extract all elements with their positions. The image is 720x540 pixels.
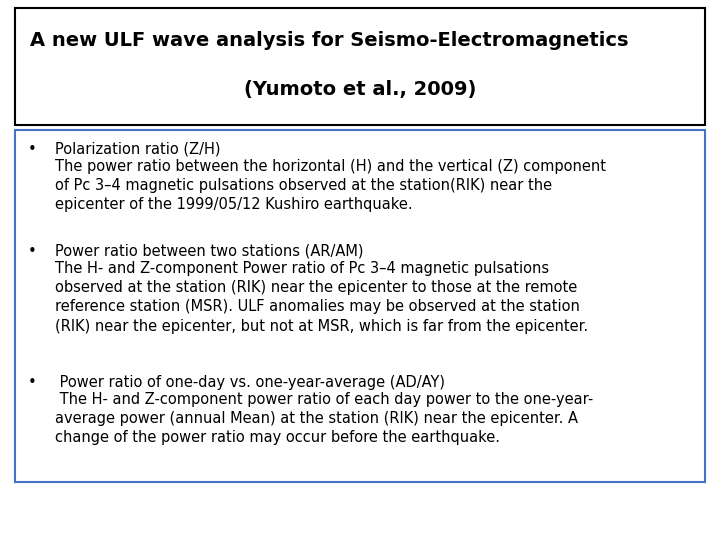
Text: •: • xyxy=(28,244,37,259)
Text: The power ratio between the horizontal (H) and the vertical (Z) component
of Pc : The power ratio between the horizontal (… xyxy=(55,159,606,212)
FancyBboxPatch shape xyxy=(15,8,705,125)
Text: •: • xyxy=(28,142,37,157)
Text: Polarization ratio (Z/H): Polarization ratio (Z/H) xyxy=(55,142,220,157)
Text: (Yumoto et al., 2009): (Yumoto et al., 2009) xyxy=(244,80,476,99)
Text: A new ULF wave analysis for Seismo-Electromagnetics: A new ULF wave analysis for Seismo-Elect… xyxy=(30,31,629,51)
FancyBboxPatch shape xyxy=(15,130,705,482)
Text: Power ratio of one-day vs. one-year-average (AD/AY): Power ratio of one-day vs. one-year-aver… xyxy=(55,375,445,390)
Text: Power ratio between two stations (AR/AM): Power ratio between two stations (AR/AM) xyxy=(55,244,364,259)
Text: •: • xyxy=(28,375,37,390)
Text: The H- and Z-component Power ratio of Pc 3–4 magnetic pulsations
observed at the: The H- and Z-component Power ratio of Pc… xyxy=(55,261,588,334)
Text: The H- and Z-component power ratio of each day power to the one-year-
average po: The H- and Z-component power ratio of ea… xyxy=(55,392,593,445)
